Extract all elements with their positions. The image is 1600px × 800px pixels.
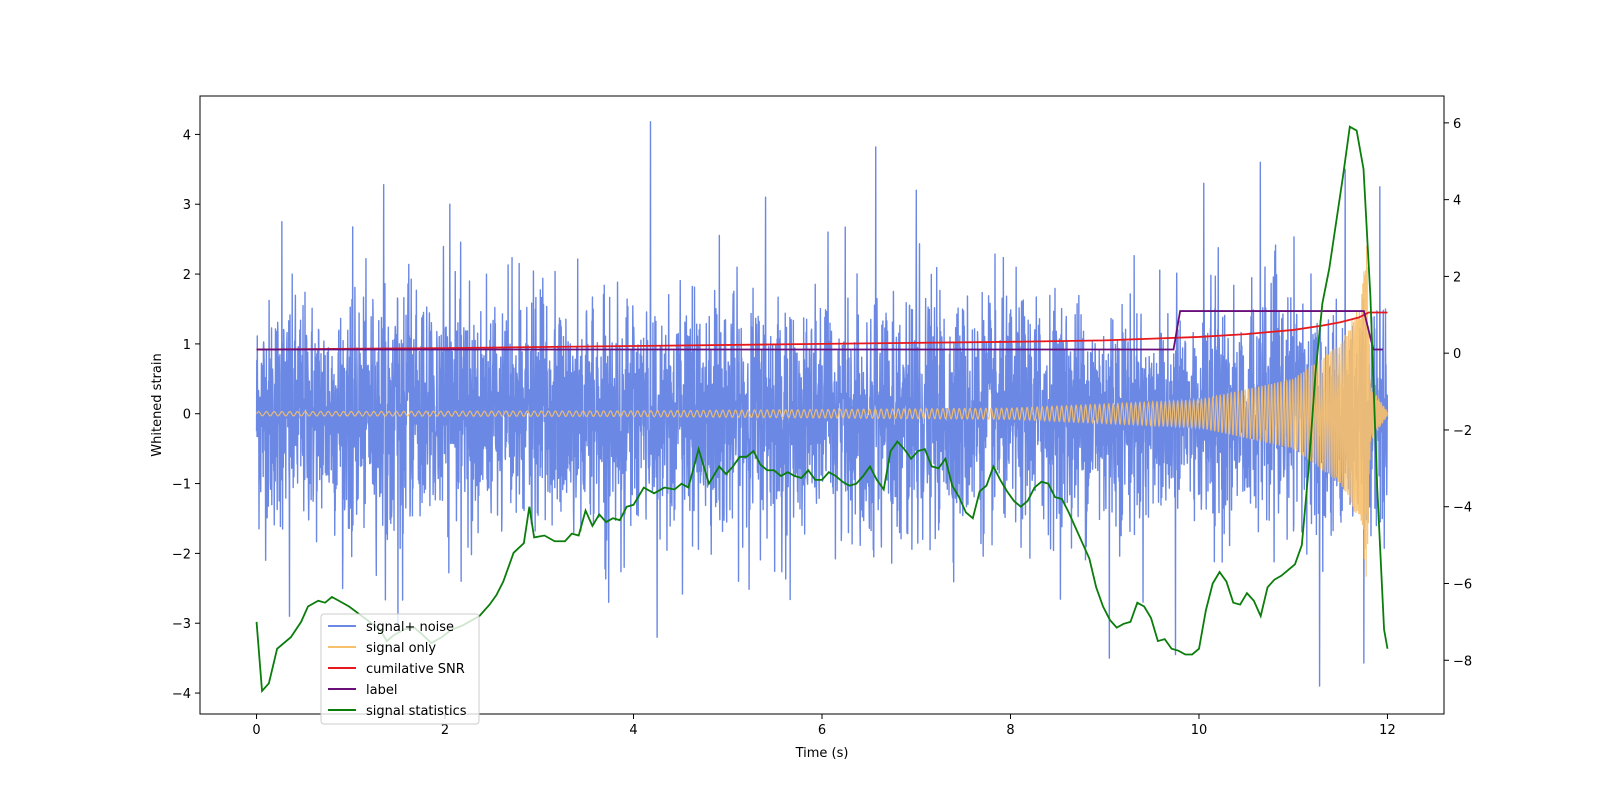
y2-tick-label: 6: [1453, 117, 1461, 132]
y-tick-label: −1: [172, 478, 191, 493]
legend: signal+ noise signal only cumilative SNR la…: [320, 613, 480, 725]
x-tick-label: 0: [252, 723, 260, 738]
y2-tick-label: −4: [1453, 501, 1472, 516]
y-axis-right: −8 −6 −4 −2 0 2 4 6: [1444, 117, 1472, 669]
y-tick-label: −3: [172, 617, 191, 632]
x-tick-label: 6: [818, 723, 826, 738]
x-tick-label: 12: [1379, 723, 1396, 738]
legend-entry: signal statistics: [366, 704, 467, 719]
y-tick-label: 1: [183, 338, 191, 353]
series-signal-noise: [255, 121, 1389, 687]
y2-tick-label: 4: [1453, 194, 1461, 209]
y-tick-label: 2: [183, 268, 191, 283]
x-tick-label: 2: [441, 723, 449, 738]
y2-tick-label: −2: [1453, 424, 1472, 439]
y-axis-label: Whitened strain: [150, 353, 165, 456]
legend-entry: signal only: [366, 641, 436, 656]
y-tick-label: 3: [183, 198, 191, 213]
x-tick-label: 10: [1191, 723, 1208, 738]
x-tick-label: 8: [1006, 723, 1014, 738]
y2-tick-label: 0: [1453, 347, 1461, 362]
legend-box: [320, 613, 480, 725]
x-tick-label: 4: [629, 723, 637, 738]
legend-entry: signal+ noise: [366, 620, 454, 635]
series-signal-only: [256, 245, 1388, 577]
y-axis-left: −4 −3 −2 −1 0 1 2 3 4: [172, 128, 200, 702]
y2-tick-label: −6: [1453, 577, 1472, 592]
y-tick-label: −4: [172, 687, 191, 702]
y2-tick-label: −8: [1453, 654, 1472, 669]
y-tick-label: 0: [183, 408, 191, 423]
series-cumulative-snr: [256, 311, 1388, 351]
series-signal-statistics: [255, 125, 1389, 694]
series-label: [256, 310, 1383, 351]
plot-area: [255, 121, 1389, 694]
y-tick-label: −2: [172, 547, 191, 562]
y-tick-label: 4: [183, 128, 191, 143]
legend-entry: label: [366, 683, 397, 698]
legend-entry: cumilative SNR: [366, 662, 465, 677]
x-axis-label: Time (s): [795, 746, 849, 761]
y2-tick-label: 2: [1453, 270, 1461, 285]
